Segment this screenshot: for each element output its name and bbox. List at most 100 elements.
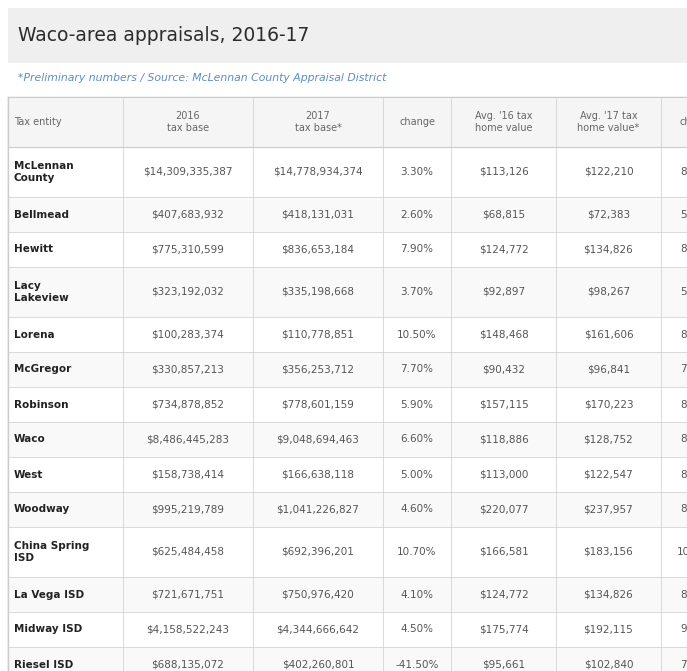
Text: $1,041,226,827: $1,041,226,827 (277, 505, 359, 515)
Text: Waco-area appraisals, 2016-17: Waco-area appraisals, 2016-17 (18, 26, 309, 45)
Text: $175,774: $175,774 (479, 625, 528, 635)
Text: $90,432: $90,432 (482, 364, 525, 374)
Text: $134,826: $134,826 (584, 590, 633, 599)
Text: $102,840: $102,840 (584, 660, 633, 670)
Text: 3.30%: 3.30% (401, 167, 433, 177)
Text: Riesel ISD: Riesel ISD (14, 660, 74, 670)
Bar (8, 147, 687, 197)
Text: 8.40%: 8.40% (681, 470, 687, 480)
Text: 5.80%: 5.80% (681, 287, 687, 297)
Text: 8.00%: 8.00% (681, 167, 687, 177)
Text: La Vega ISD: La Vega ISD (14, 590, 84, 599)
Text: McGregor: McGregor (14, 364, 71, 374)
Text: $158,738,414: $158,738,414 (152, 470, 225, 480)
Text: $96,841: $96,841 (587, 364, 630, 374)
Bar (8, 577, 687, 612)
Text: $8,486,445,283: $8,486,445,283 (146, 435, 229, 444)
Text: $721,671,751: $721,671,751 (152, 590, 225, 599)
Text: $418,131,031: $418,131,031 (282, 209, 354, 219)
Text: 8.30%: 8.30% (681, 399, 687, 409)
Text: $4,158,522,243: $4,158,522,243 (146, 625, 229, 635)
Text: 5.00%: 5.00% (401, 470, 433, 480)
Text: 7.10%: 7.10% (681, 364, 687, 374)
Text: $220,077: $220,077 (479, 505, 528, 515)
Text: $134,826: $134,826 (584, 244, 633, 254)
Text: $775,310,599: $775,310,599 (152, 244, 225, 254)
Bar (8, 492, 687, 527)
Text: 5.90%: 5.90% (401, 399, 433, 409)
Text: $14,778,934,374: $14,778,934,374 (273, 167, 363, 177)
Text: $625,484,458: $625,484,458 (152, 547, 225, 557)
Text: $778,601,159: $778,601,159 (282, 399, 354, 409)
Text: *Preliminary numbers / Source: McLennan County Appraisal District: *Preliminary numbers / Source: McLennan … (18, 73, 386, 83)
Bar (8, 527, 687, 577)
Text: $95,661: $95,661 (482, 660, 525, 670)
Text: 10.50%: 10.50% (397, 329, 437, 340)
Text: $183,156: $183,156 (584, 547, 633, 557)
Bar (8, 232, 687, 267)
Text: 7.90%: 7.90% (401, 244, 433, 254)
Text: 3.70%: 3.70% (401, 287, 433, 297)
Bar (8, 457, 687, 492)
Bar (8, 647, 687, 671)
Text: China Spring
ISD: China Spring ISD (14, 541, 89, 563)
Text: change: change (679, 117, 687, 127)
Text: Midway ISD: Midway ISD (14, 625, 82, 635)
Text: 8.10%: 8.10% (681, 505, 687, 515)
Text: Bellmead: Bellmead (14, 209, 69, 219)
Text: Woodway: Woodway (14, 505, 70, 515)
Text: $9,048,694,463: $9,048,694,463 (277, 435, 359, 444)
Text: 8.80%: 8.80% (681, 329, 687, 340)
Text: 2017
tax base*: 2017 tax base* (295, 111, 341, 134)
Bar (8, 387, 687, 422)
Text: $836,653,184: $836,653,184 (282, 244, 354, 254)
Text: $734,878,852: $734,878,852 (152, 399, 225, 409)
Text: 2016
tax base: 2016 tax base (167, 111, 209, 134)
Text: 7.70%: 7.70% (401, 364, 433, 374)
Text: Avg. '17 tax
home value*: Avg. '17 tax home value* (577, 111, 640, 134)
Text: $113,126: $113,126 (479, 167, 528, 177)
Text: 4.60%: 4.60% (401, 505, 433, 515)
Text: Avg. '16 tax
home value: Avg. '16 tax home value (475, 111, 532, 134)
Bar (8, 352, 687, 387)
Text: $335,198,668: $335,198,668 (282, 287, 354, 297)
Text: Tax entity: Tax entity (14, 117, 62, 127)
Text: $124,772: $124,772 (479, 244, 528, 254)
Text: $170,223: $170,223 (584, 399, 633, 409)
Text: $402,260,801: $402,260,801 (282, 660, 354, 670)
Text: $72,383: $72,383 (587, 209, 630, 219)
Text: 4.10%: 4.10% (401, 590, 433, 599)
Text: Hewitt: Hewitt (14, 244, 53, 254)
Text: 8.10%: 8.10% (681, 590, 687, 599)
Text: $161,606: $161,606 (584, 329, 633, 340)
Bar (8, 197, 687, 232)
Text: Lorena: Lorena (14, 329, 55, 340)
Text: West: West (14, 470, 43, 480)
Text: -41.50%: -41.50% (395, 660, 439, 670)
Text: $124,772: $124,772 (479, 590, 528, 599)
Text: $122,210: $122,210 (584, 167, 633, 177)
Text: Robinson: Robinson (14, 399, 69, 409)
Text: 9.30%: 9.30% (681, 625, 687, 635)
Text: 7.50%: 7.50% (681, 660, 687, 670)
Bar (8, 612, 687, 647)
Text: $14,309,335,387: $14,309,335,387 (144, 167, 233, 177)
Text: $356,253,712: $356,253,712 (282, 364, 354, 374)
Text: 4.50%: 4.50% (401, 625, 433, 635)
Text: $995,219,789: $995,219,789 (152, 505, 225, 515)
Text: $68,815: $68,815 (482, 209, 525, 219)
Text: 2.60%: 2.60% (401, 209, 433, 219)
Bar (8, 267, 687, 317)
Text: Waco: Waco (14, 435, 46, 444)
Text: $323,192,032: $323,192,032 (152, 287, 225, 297)
Text: change: change (399, 117, 435, 127)
Text: $157,115: $157,115 (479, 399, 528, 409)
Text: 8.30%: 8.30% (681, 435, 687, 444)
Text: $407,683,932: $407,683,932 (152, 209, 225, 219)
Bar (8, 422, 687, 457)
Text: McLennan
County: McLennan County (14, 161, 74, 183)
Text: 10.70%: 10.70% (397, 547, 437, 557)
Bar (8, 8, 687, 63)
Text: $688,135,072: $688,135,072 (152, 660, 225, 670)
Text: $118,886: $118,886 (479, 435, 528, 444)
